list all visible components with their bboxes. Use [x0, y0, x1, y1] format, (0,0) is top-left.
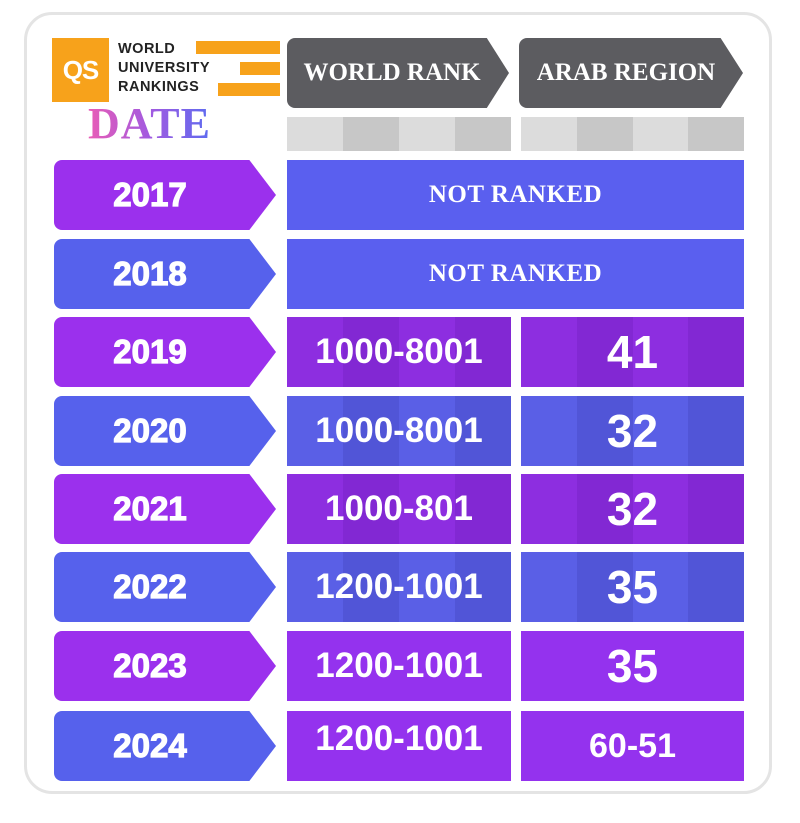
- qs-logo: QS WORLD UNIVERSITY RANKINGS: [52, 38, 280, 102]
- logo-text: WORLD UNIVERSITY RANKINGS: [118, 40, 210, 97]
- logo-line-rankings: RANKINGS: [118, 79, 200, 95]
- arab-region-2023: 35: [521, 631, 744, 701]
- arab-region-2024: 60-51: [521, 711, 744, 781]
- date-heading: DATE: [88, 99, 211, 148]
- logo-line-world: WORLD: [118, 41, 176, 57]
- world-rank-2019: 1000-8001: [287, 317, 511, 387]
- header-arab-region: ARAB REGION: [519, 38, 743, 108]
- year-label-2018: 2018: [54, 239, 276, 309]
- world-rank-2021: 1000-801: [287, 474, 511, 544]
- logo-bar: [240, 62, 280, 75]
- not-ranked-2017: NOT RANKED: [287, 160, 744, 230]
- world-rank-2024: 1200-1001: [287, 711, 511, 781]
- header-world-rank: WORLD RANK: [287, 38, 509, 108]
- arab-region-2021: 32: [521, 474, 744, 544]
- arab-region-2022: 35: [521, 552, 744, 622]
- world-rank-2023: 1200-1001: [287, 631, 511, 701]
- year-label-2017: 2017: [54, 160, 276, 230]
- arab-region-2020: 32: [521, 396, 744, 466]
- header-stripe-world: [287, 117, 511, 151]
- year-label-2022: 2022: [54, 552, 276, 622]
- logo-bar: [218, 83, 280, 96]
- year-label-2019: 2019: [54, 317, 276, 387]
- world-rank-2020: 1000-8001: [287, 396, 511, 466]
- year-label-2021: 2021: [54, 474, 276, 544]
- logo-bar: [196, 41, 280, 54]
- year-label-2023: 2023: [54, 631, 276, 701]
- year-label-2024: 2024: [54, 711, 276, 781]
- world-rank-2022: 1200-1001: [287, 552, 511, 622]
- not-ranked-2018: NOT RANKED: [287, 239, 744, 309]
- header-stripe-arab: [521, 117, 744, 151]
- qs-logo-mark: QS: [52, 38, 109, 102]
- logo-line-university: UNIVERSITY: [118, 60, 211, 76]
- arab-region-2019: 41: [521, 317, 744, 387]
- year-label-2020: 2020: [54, 396, 276, 466]
